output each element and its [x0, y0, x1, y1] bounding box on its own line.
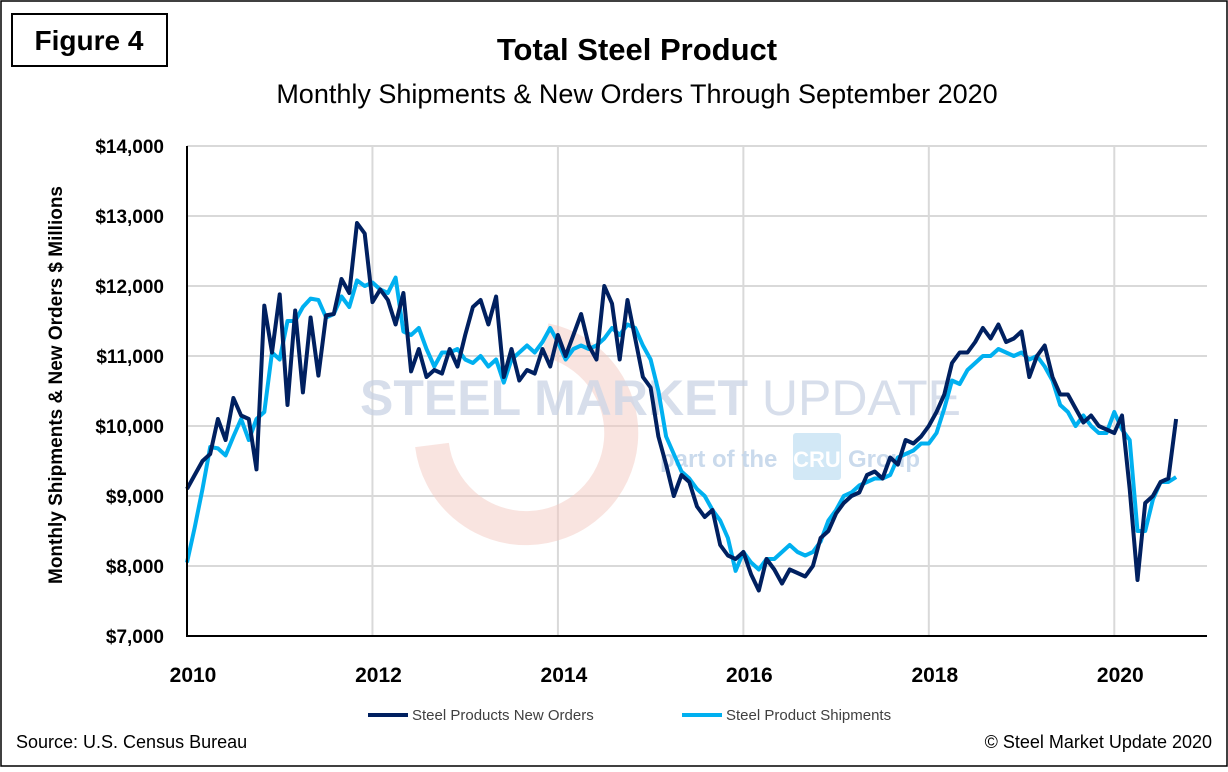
chart-title: Total Steel Product [497, 32, 777, 67]
y-tick-label: $14,000 [95, 137, 164, 158]
figure-label: Figure 4 [35, 25, 144, 56]
watermark-logo: CRU [793, 447, 841, 472]
figure-label-box [11, 13, 168, 67]
svg-text:STEEL MARKET UPDATE: STEEL MARKET UPDATE [360, 370, 961, 426]
series-lines [185, 221, 1179, 593]
series-line-shipments [185, 275, 1178, 573]
watermark-bold: STEEL MARKET [360, 370, 748, 426]
watermark-light: UPDATE [762, 370, 961, 426]
legend-label-shipments: Steel Product Shipments [726, 707, 891, 724]
legend-label-orders: Steel Products New Orders [412, 707, 594, 724]
y-tick-label: $11,000 [96, 347, 164, 368]
y-tick-label: $12,000 [95, 277, 164, 298]
y-tick-label: $10,000 [95, 417, 164, 438]
y-tick-label: $9,000 [106, 487, 164, 508]
legend: Steel Products New Orders Steel Product … [368, 707, 891, 724]
y-axis-label: Monthly Shipments & New Orders $ Million… [46, 186, 67, 584]
x-tick-label: 2020 [1097, 664, 1144, 687]
x-tick-label: 2010 [170, 664, 217, 687]
chart-subtitle: Monthly Shipments & New Orders Through S… [276, 79, 997, 109]
x-tick-label: 2018 [911, 664, 958, 687]
y-tick-label: $13,000 [95, 207, 164, 228]
x-tick-label: 2014 [541, 664, 588, 687]
watermark: STEEL MARKET UPDATE part of the CRU Grou… [360, 323, 961, 546]
axes: $7,000 $8,000 $9,000 $10,000 $11,000 $12,000 $… [95, 137, 1207, 687]
cru-logo-box [793, 433, 841, 480]
source-note: Source: U.S. Census Bureau [16, 732, 247, 752]
x-tick-label: 2016 [726, 664, 773, 687]
y-tick-label: $8,000 [106, 557, 164, 578]
watermark-sub-right: Group [848, 446, 920, 473]
y-tick-label: $7,000 [106, 627, 164, 648]
series-line-new-orders [185, 221, 1179, 593]
x-tick-label: 2012 [355, 664, 402, 687]
copyright-note: © Steel Market Update 2020 [985, 732, 1212, 752]
watermark-swoosh-icon [415, 323, 639, 546]
